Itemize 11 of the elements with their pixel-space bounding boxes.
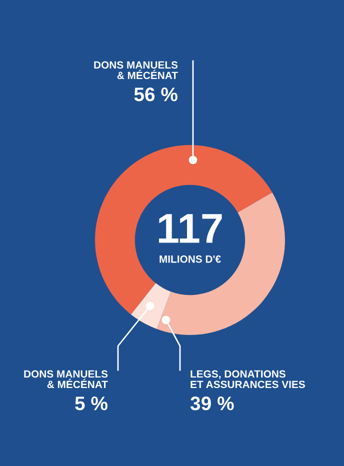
text: MILIONS D'€ (160, 255, 221, 263)
data-label: 5 % (75, 396, 108, 410)
slice-label: DONS MANUELS & MÉCÉNAT (94, 61, 178, 80)
donut-slice (95, 145, 272, 314)
text: 117 (159, 214, 222, 243)
donut-slice (156, 192, 285, 335)
donut-slice (130, 283, 171, 330)
data-label: 56 % (134, 88, 178, 102)
slice-label: DONS MANUELS & MÉCÉNAT (24, 370, 108, 388)
slice-label: LEGS, DONATIONS ET ASSURANCES VIES (190, 370, 305, 388)
data-label: 39 % (190, 396, 234, 410)
